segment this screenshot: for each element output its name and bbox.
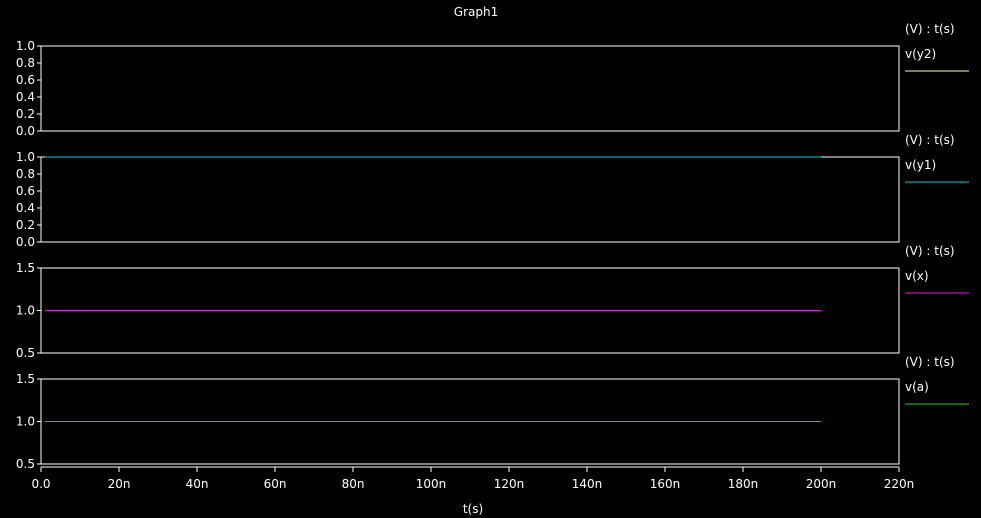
y-tick-label: 1.0 [16, 150, 35, 164]
panel-unit-label: (V) : t(s) [905, 244, 955, 258]
x-tick-label: 160n [650, 477, 681, 491]
y-tick-label: 0.5 [16, 346, 35, 360]
y-tick-label: 0.2 [16, 107, 35, 121]
y-tick-label: 0.6 [16, 73, 35, 87]
y-tick-label: 1.5 [16, 261, 35, 275]
y-tick-label: 1.0 [16, 415, 35, 429]
x-axis: 0.0 20n 40n 60n 80n 100n 120n 140n 160n 180n 200n 2… [31, 466, 915, 491]
y-tick-label: 0.5 [16, 457, 35, 471]
y-tick-label: 0.8 [16, 56, 35, 70]
x-tick-label: 40n [186, 477, 209, 491]
x-tick-label: 200n [806, 477, 837, 491]
x-tick-label: 100n [416, 477, 447, 491]
panel-4: 0.5 1.0 1.5 (V) : t(s) v(a) [16, 355, 969, 471]
y-tick-label: 0.6 [16, 184, 35, 198]
legend-label: v(y2) [905, 47, 936, 61]
y-tick-label: 0.2 [16, 218, 35, 232]
y-tick-label: 1.0 [16, 39, 35, 53]
y-tick-label: 0.8 [16, 167, 35, 181]
panel-frame [40, 156, 900, 243]
panel-unit-label: (V) : t(s) [905, 22, 955, 36]
panel-1: 0.0 0.2 0.4 0.6 0.8 1.0 (V) : t(s) v(y2) [16, 22, 969, 138]
graph-title: Graph1 [454, 5, 498, 19]
legend-label: v(a) [905, 380, 929, 394]
panel-2: 0.0 0.2 0.4 0.6 0.8 1.0 (V) : t(s) v(y1) [16, 133, 969, 249]
y-tick-label: 0.0 [16, 124, 35, 138]
y-tick-label: 1.0 [16, 304, 35, 318]
x-tick-label: 140n [572, 477, 603, 491]
y-tick-label: 0.0 [16, 235, 35, 249]
x-tick-label: 0.0 [31, 477, 50, 491]
x-tick-label: 120n [494, 477, 525, 491]
panels-layer: 0.00.20.40.60.81.0(V) : t(s)v(y2)0.00.20… [16, 22, 969, 471]
panel-unit-label: (V) : t(s) [905, 355, 955, 369]
y-tick-label: 0.4 [16, 201, 35, 215]
legend-label: v(x) [905, 269, 929, 283]
panel-unit-label: (V) : t(s) [905, 133, 955, 147]
panel-3: 0.5 1.0 1.5 (V) : t(s) v(x) [16, 244, 969, 360]
panel-frame [40, 45, 900, 132]
x-tick-label: 80n [342, 477, 365, 491]
y-tick-label: 1.5 [16, 372, 35, 386]
x-tick-label: 60n [264, 477, 287, 491]
y-tick-label: 0.4 [16, 90, 35, 104]
x-axis-label: t(s) [463, 502, 483, 516]
x-tick-label: 20n [108, 477, 131, 491]
x-tick-label: 180n [728, 477, 759, 491]
legend-label: v(y1) [905, 158, 936, 172]
x-tick-label: 220n [884, 477, 915, 491]
